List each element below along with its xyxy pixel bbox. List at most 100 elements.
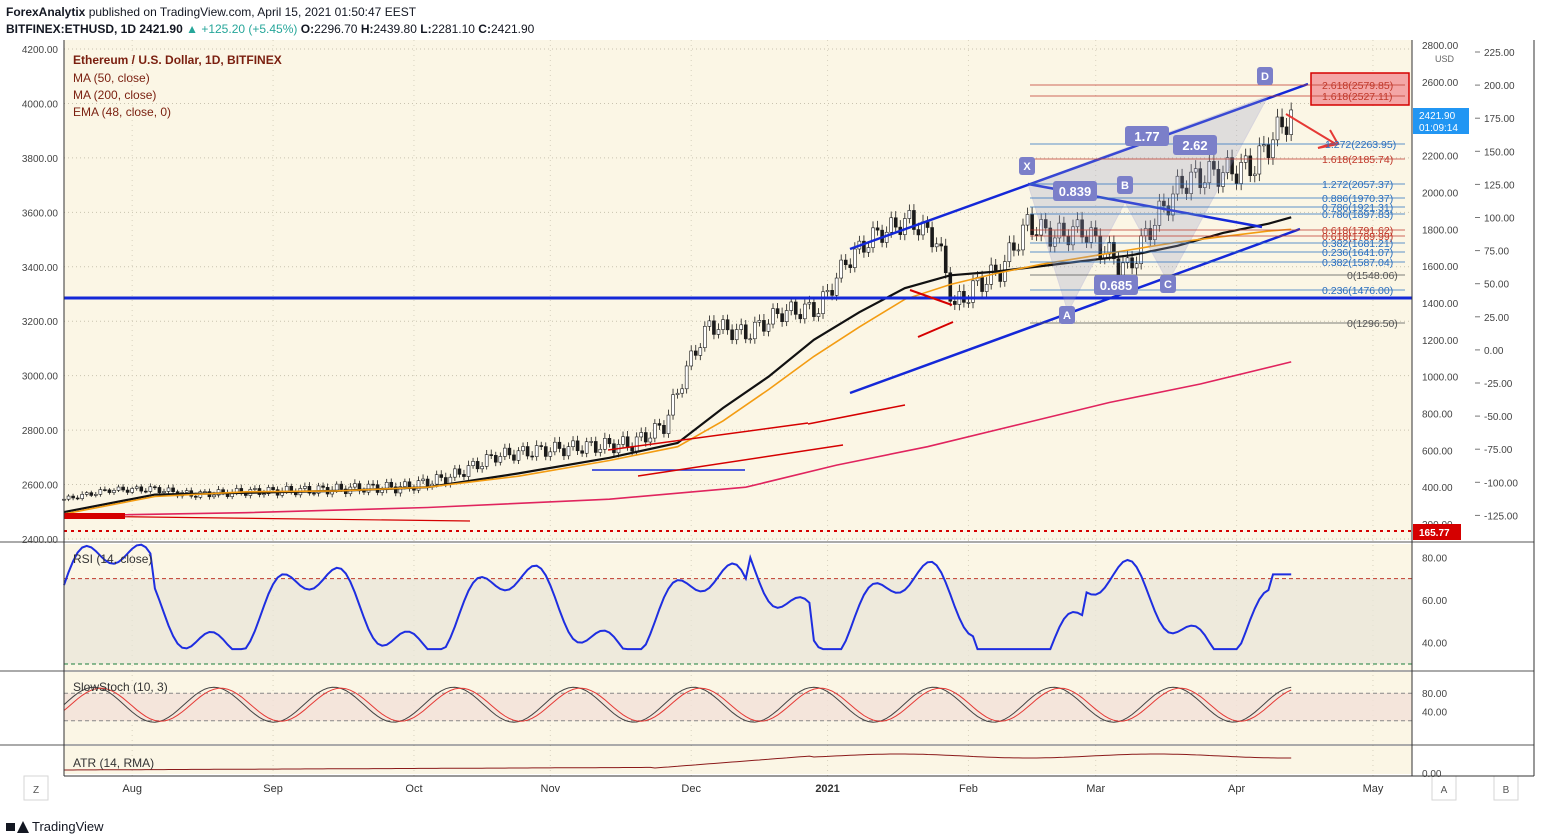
candle-body: [534, 445, 539, 457]
candle-body: [339, 483, 344, 490]
pattern-point-label: B: [1121, 180, 1129, 192]
candle-body: [934, 243, 939, 248]
legend-ma200[interactable]: MA (200, close): [73, 88, 156, 102]
grid-lines: [64, 40, 1412, 776]
candle-body: [807, 302, 812, 305]
candle-body: [848, 264, 853, 268]
pattern-point-x: [1019, 157, 1035, 175]
osc-tick-label: -25.00: [1484, 379, 1513, 390]
candle-body: [743, 324, 748, 340]
month-label: Aug: [122, 783, 142, 795]
last-price: 2421.90: [139, 22, 183, 36]
stoch-d-line: [63, 687, 1292, 722]
left-tick-label: 4200.00: [22, 45, 59, 56]
candle-body: [1021, 224, 1025, 251]
rsi-title[interactable]: RSI (14, close): [73, 552, 152, 566]
candle-body: [757, 320, 762, 323]
atr-pane[interactable]: [64, 746, 1412, 774]
price-tick-label: 2600.00: [1422, 78, 1459, 89]
candle-body: [421, 478, 425, 481]
legend-ma50[interactable]: MA (50, close): [73, 71, 150, 85]
candle-body: [84, 492, 89, 495]
left-tick-label: 3400.00: [22, 263, 59, 274]
candle-body: [121, 486, 125, 491]
candle-body: [466, 465, 471, 477]
pattern-point-label: D: [1261, 71, 1269, 83]
candle-body: [675, 392, 680, 396]
candle-body: [512, 454, 516, 461]
osc-tick-label: -50.00: [1484, 412, 1513, 423]
candle-body: [530, 455, 534, 458]
candle-body: [1171, 193, 1175, 216]
candle-body: [316, 485, 321, 494]
candle-body: [221, 489, 225, 493]
price-axis[interactable]: [1412, 40, 1534, 776]
candle-body: [889, 217, 893, 233]
candle-body: [739, 324, 744, 330]
candle-body: [1025, 214, 1030, 226]
candle-body: [462, 474, 466, 477]
channel-upper-line: [849, 82, 1309, 251]
chart-canvas[interactable]: Z A B 4200.00 4000.00 3800.00 3600.00 3400.0…: [0, 38, 1541, 806]
candle-body: [634, 436, 639, 452]
zoom-corner[interactable]: [23, 775, 49, 801]
candle-body: [139, 486, 144, 492]
candle-body: [1153, 224, 1157, 241]
candle-body: [871, 227, 875, 248]
candle-body: [184, 490, 189, 493]
price-tick-label: 1000.00: [1422, 373, 1459, 384]
candle-body: [793, 301, 798, 315]
candle-body: [980, 277, 984, 292]
month-label: 2021: [815, 783, 839, 795]
left-tick-label: 3800.00: [22, 154, 59, 165]
candle-body: [503, 447, 507, 457]
candle-body: [1234, 173, 1239, 184]
price-tick-label: 2000.00: [1422, 188, 1459, 199]
footer-brand-text: TradingView: [32, 819, 104, 834]
candle-body: [403, 481, 407, 487]
candle-body: [89, 492, 94, 496]
legend-ema48[interactable]: EMA (48, close, 0): [73, 105, 171, 119]
candle-body: [1248, 155, 1253, 176]
fib-level-label: 1.272(2263.95): [1325, 139, 1396, 151]
axis-labels: 4200.00 4000.00 3800.00 3600.00 3400.00 3200.…: [22, 41, 1519, 795]
month-label: Nov: [541, 783, 561, 795]
osc-tick-label: 125.00: [1484, 180, 1515, 191]
candle-body: [971, 280, 975, 303]
symbol-line: BITFINEX:ETHUSD, 1D 2421.90 ▲ +125.20 (+…: [6, 22, 534, 36]
rsi-tick-label: 80.00: [1422, 553, 1447, 564]
candle-body: [666, 414, 671, 434]
candle-body: [525, 446, 530, 457]
fib-level-label: 1.272(2057.37): [1322, 179, 1393, 191]
candle-body: [416, 480, 421, 491]
atr-title[interactable]: ATR (14, RMA): [73, 756, 154, 770]
candle-body: [939, 243, 943, 247]
high-label: H:: [360, 22, 374, 36]
time-axis[interactable]: [64, 776, 1412, 800]
fib-level-label: 0.236(1641.07): [1322, 247, 1393, 259]
rsi-tick-label: 40.00: [1422, 639, 1447, 650]
osc-tick-label: 175.00: [1484, 114, 1515, 125]
corner-z-label: Z: [33, 785, 39, 796]
candle-body: [907, 210, 912, 219]
symbol-label[interactable]: BITFINEX:ETHUSD, 1D: [6, 22, 137, 36]
candle-body: [353, 483, 357, 488]
publisher-name: ForexAnalytix: [6, 5, 86, 19]
rsi-line: [63, 543, 1292, 651]
candle-body: [771, 308, 775, 325]
month-label: Oct: [405, 783, 422, 795]
pattern-point-a: [1059, 306, 1075, 324]
fib-level-label: 0.886(1970.37): [1322, 193, 1393, 205]
candle-body: [557, 441, 562, 449]
price-tick-label: 1200.00: [1422, 336, 1459, 347]
candle-body: [553, 441, 557, 453]
candle-body: [812, 302, 816, 317]
candle-body: [643, 432, 648, 443]
candle-body: [443, 477, 448, 485]
red-level-tag-value: 165.77: [1419, 528, 1450, 539]
candle-body: [362, 490, 366, 493]
footer-brand[interactable]: TradingView: [6, 819, 104, 834]
candle-body: [589, 441, 594, 443]
fib-level-label: 0.236(1476.00): [1322, 285, 1393, 297]
stoch-title[interactable]: SlowStoch (10, 3): [73, 680, 168, 694]
